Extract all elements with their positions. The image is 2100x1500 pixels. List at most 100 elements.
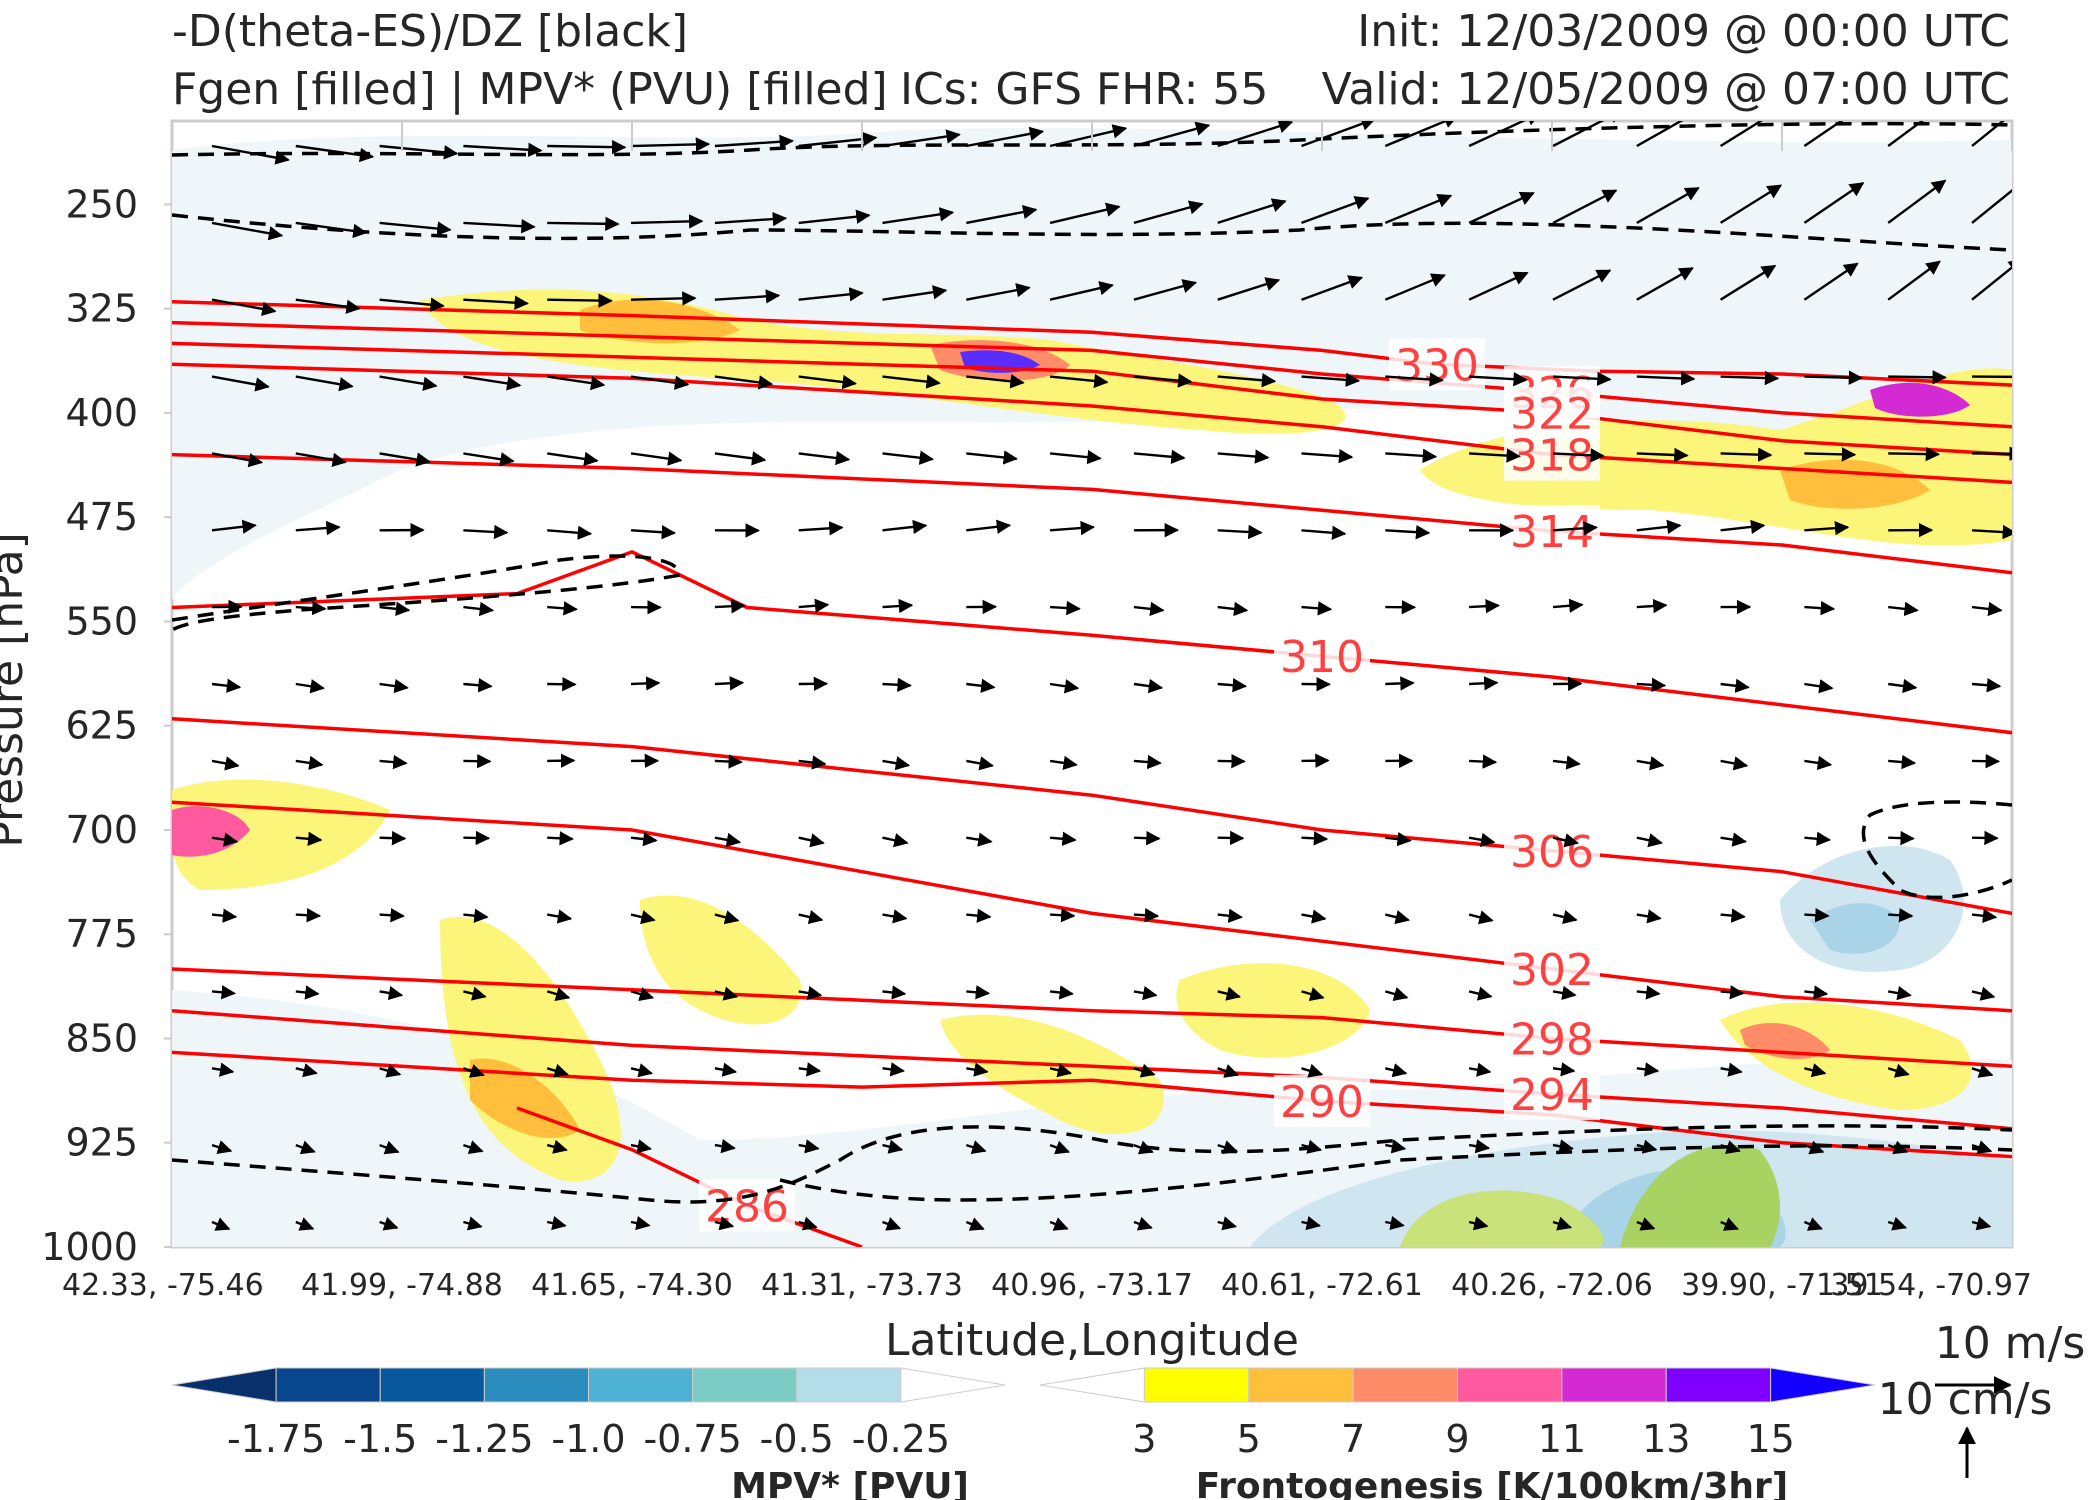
theta-e-contour-label: 310 [1280, 632, 1364, 683]
wind-vector [966, 908, 992, 923]
wind-vector [1133, 373, 1193, 388]
wind-vector [295, 1140, 316, 1155]
wind-vector [1301, 525, 1347, 540]
wind-vector [1217, 753, 1246, 769]
fgen-colorbar: 3 5 7 9 11 13 15 [1039, 1367, 1876, 1461]
wind-vector [463, 452, 515, 467]
wind-vector [1552, 189, 1618, 224]
wind-vector [211, 452, 264, 468]
wind-vector [1804, 447, 1857, 462]
wind-vector [1804, 600, 1836, 616]
wind-vector [1887, 1216, 1908, 1231]
wind-vector [1720, 1140, 1741, 1155]
wind-vector [1720, 985, 1745, 1000]
wind-vector [882, 677, 912, 692]
wind-vector [882, 833, 909, 848]
wind-vector [1384, 121, 1459, 148]
y-tick-label: 625 [65, 704, 138, 748]
wind-vector [714, 676, 745, 691]
wind-vector [1552, 121, 1624, 148]
wind-vector [1468, 1062, 1492, 1077]
wind-vector [211, 985, 236, 1000]
wind-vector [798, 521, 844, 536]
wind-vector [798, 985, 823, 1001]
title-left-2: Fgen [filled] | MPV* (PVU) [filled] [172, 64, 888, 115]
y-tick-label: 475 [65, 495, 138, 539]
wind-vector [1720, 908, 1746, 923]
wind-vector [1804, 679, 1834, 694]
wind-vector [1552, 371, 1612, 386]
wind-vector [295, 452, 347, 467]
wind-vector [1887, 260, 1941, 301]
wind-vector [1049, 124, 1128, 148]
contour-label-bg [1274, 630, 1370, 683]
wind-vector [1217, 986, 1241, 1001]
wind-vector [1971, 1064, 1994, 1078]
colorbar-swatch [483, 1367, 589, 1403]
wind-vector [379, 375, 438, 391]
x-tick-label: 40.26, -72.06 [1451, 1268, 1653, 1303]
wind-vector [295, 1217, 315, 1231]
y-tick-label: 700 [65, 808, 138, 852]
wind-vector [798, 209, 871, 225]
wind-vector [1217, 524, 1263, 540]
wind-vector [966, 450, 1018, 465]
wind-vector [1301, 448, 1354, 464]
y-tick-label: 1000 [41, 1225, 138, 1269]
wind-vector [211, 1062, 235, 1077]
wind-vector [1971, 189, 2012, 224]
wind-vector [714, 986, 739, 1001]
fgen-center-lower [940, 1014, 1164, 1135]
wind-vector [1385, 676, 1415, 691]
wind-vector [1804, 908, 1830, 923]
y-tick-label: 925 [65, 1121, 138, 1165]
y-tick-label: 550 [65, 599, 138, 643]
wind-vector [1133, 449, 1186, 464]
wind-vector [295, 221, 368, 239]
wind-vector [463, 375, 522, 391]
wind-vector [882, 519, 928, 535]
wind-vector [798, 833, 825, 848]
x-tick-label: 40.96, -73.17 [991, 1268, 1193, 1303]
wind-vector [1720, 370, 1780, 386]
stability-contour-upper-1 [172, 121, 2012, 157]
x-tick-label: 41.65, -74.30 [531, 1268, 733, 1303]
wind-vector [379, 297, 445, 312]
wind-vector [463, 1064, 485, 1078]
wind-vector [882, 1062, 905, 1077]
wind-vector [1971, 258, 2012, 301]
theta-e-contour [172, 550, 2012, 735]
colorbar-tick-label: 11 [1538, 1417, 1586, 1461]
wind-vector [1887, 985, 1912, 1001]
y-tick-label: 400 [65, 391, 138, 435]
wind-vector [1468, 986, 1493, 1001]
colorbar-tick-label: -0.75 [643, 1417, 741, 1461]
wind-vector [1719, 264, 1777, 301]
wind-vector [1385, 1063, 1408, 1078]
wind-vector [295, 679, 325, 694]
wind-vector [966, 374, 1025, 389]
wind-vector [1301, 831, 1329, 846]
wind-vector [463, 1216, 483, 1231]
wind-vector [1469, 448, 1521, 463]
wind-vector [1385, 1215, 1405, 1231]
wind-vector [630, 214, 704, 229]
wind-vector [1469, 599, 1500, 614]
wind-vector [1636, 519, 1682, 535]
wind-vector [211, 375, 270, 392]
colorbar-tick-label: -0.25 [852, 1417, 950, 1461]
wind-vector [546, 1216, 567, 1231]
wind-vector [379, 452, 431, 467]
wind-vector [1888, 908, 1914, 923]
contour-label-bg [1504, 824, 1600, 877]
fgen-upper-left [580, 299, 740, 344]
wind-vector [1385, 524, 1431, 540]
title-right-1: Init: 12/03/2009 @ 00:00 UTC [1357, 6, 2010, 57]
wind-vector [1552, 910, 1578, 925]
wind-vector [547, 293, 613, 308]
wind-vector [798, 1216, 818, 1231]
wind-vector [1301, 372, 1361, 388]
wind-vector [463, 830, 491, 846]
wind-vector [798, 374, 857, 390]
wind-vector [1636, 1217, 1656, 1231]
